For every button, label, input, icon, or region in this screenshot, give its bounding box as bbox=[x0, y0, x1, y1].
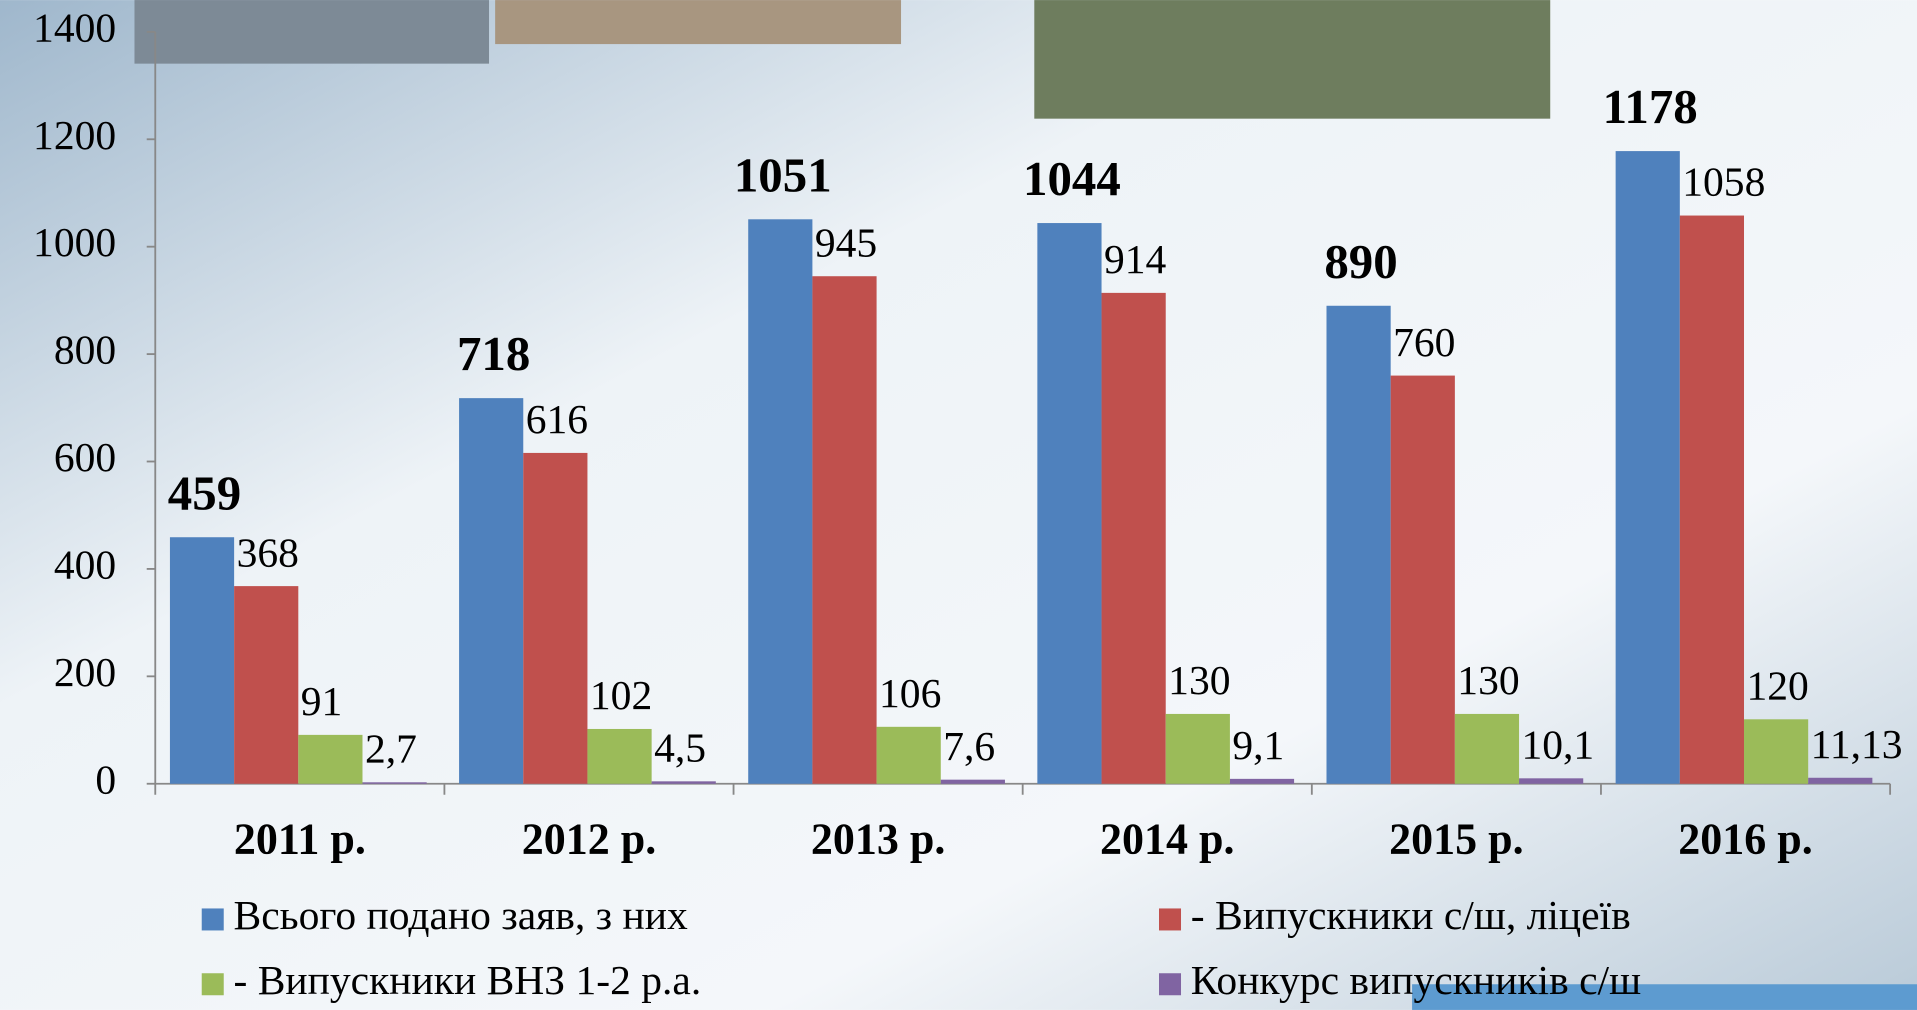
value-label: 10,1 bbox=[1521, 722, 1594, 768]
bar bbox=[1326, 305, 1391, 784]
y-tick-label: 1200 bbox=[33, 112, 116, 158]
y-tick-label: 200 bbox=[54, 649, 116, 695]
y-tick-label: 800 bbox=[54, 327, 116, 373]
value-label: 760 bbox=[1393, 319, 1455, 365]
legend-label: - Випускники с/ш, ліцеїв bbox=[1191, 892, 1631, 938]
legend-swatch bbox=[1159, 908, 1182, 931]
bar bbox=[298, 734, 363, 784]
decor bbox=[1412, 984, 1917, 1010]
value-label: 945 bbox=[815, 219, 877, 265]
bar bbox=[1615, 151, 1680, 784]
value-label: 1178 bbox=[1603, 79, 1698, 134]
value-label: 1051 bbox=[734, 147, 832, 202]
value-label: 91 bbox=[301, 678, 343, 724]
value-label: 459 bbox=[168, 465, 241, 520]
y-tick-label: 1400 bbox=[33, 4, 116, 50]
value-label: 368 bbox=[237, 529, 299, 575]
bar bbox=[1037, 223, 1102, 784]
value-label: 7,6 bbox=[943, 723, 995, 769]
value-label: 102 bbox=[590, 672, 652, 718]
legend-label: Всього подано заяв, з них bbox=[234, 892, 688, 938]
value-label: 718 bbox=[457, 326, 530, 381]
bar bbox=[1101, 292, 1166, 784]
bar bbox=[1229, 778, 1295, 784]
bar bbox=[1679, 215, 1745, 784]
legend-swatch bbox=[1159, 973, 1182, 996]
value-label: 120 bbox=[1746, 662, 1808, 708]
bar bbox=[362, 782, 427, 784]
bar bbox=[523, 452, 588, 784]
bar bbox=[169, 537, 235, 784]
bar bbox=[1519, 778, 1584, 784]
photo bbox=[495, 0, 902, 45]
x-tick-label: 2016 р. bbox=[1678, 815, 1812, 864]
bar bbox=[459, 398, 524, 784]
bar bbox=[1454, 713, 1520, 784]
x-tick-label: 2011 р. bbox=[234, 815, 366, 864]
legend-swatch bbox=[201, 973, 224, 996]
x-tick-label: 2014 р. bbox=[1100, 815, 1234, 864]
y-tick-label: 0 bbox=[95, 756, 116, 802]
value-label: 130 bbox=[1457, 657, 1519, 703]
bar bbox=[1390, 375, 1455, 784]
x-tick-label: 2015 р. bbox=[1389, 815, 1523, 864]
y-tick-label: 1000 bbox=[33, 219, 116, 265]
bar bbox=[748, 219, 813, 784]
legend-label: Конкурс випускників с/ш bbox=[1191, 957, 1641, 1003]
value-label: 1058 bbox=[1682, 159, 1765, 205]
bar bbox=[1808, 777, 1873, 784]
value-label: 914 bbox=[1104, 236, 1167, 282]
bar bbox=[651, 781, 716, 784]
photo bbox=[1034, 0, 1551, 119]
legend-label: - Випускники ВНЗ 1-2 р.а. bbox=[234, 957, 702, 1003]
value-label: 890 bbox=[1324, 234, 1397, 289]
value-label: 9,1 bbox=[1232, 722, 1284, 768]
value-label: 106 bbox=[879, 670, 941, 716]
bar bbox=[812, 276, 877, 784]
value-label: 130 bbox=[1168, 657, 1230, 703]
bar bbox=[876, 726, 941, 784]
bar bbox=[940, 779, 1005, 784]
value-label: 11,13 bbox=[1811, 721, 1903, 767]
bar bbox=[1165, 713, 1230, 784]
y-tick-label: 400 bbox=[54, 541, 116, 587]
value-label: 1044 bbox=[1023, 151, 1121, 206]
bar bbox=[587, 728, 652, 784]
value-label: 4,5 bbox=[654, 725, 706, 771]
x-tick-label: 2013 р. bbox=[811, 815, 945, 864]
y-tick-label: 600 bbox=[54, 434, 116, 480]
photo bbox=[134, 0, 490, 64]
legend-swatch bbox=[201, 908, 224, 931]
value-label: 2,7 bbox=[365, 725, 417, 771]
value-label: 616 bbox=[526, 396, 588, 442]
bar bbox=[1744, 719, 1809, 784]
x-tick-label: 2012 р. bbox=[522, 815, 656, 864]
bar bbox=[234, 586, 299, 784]
